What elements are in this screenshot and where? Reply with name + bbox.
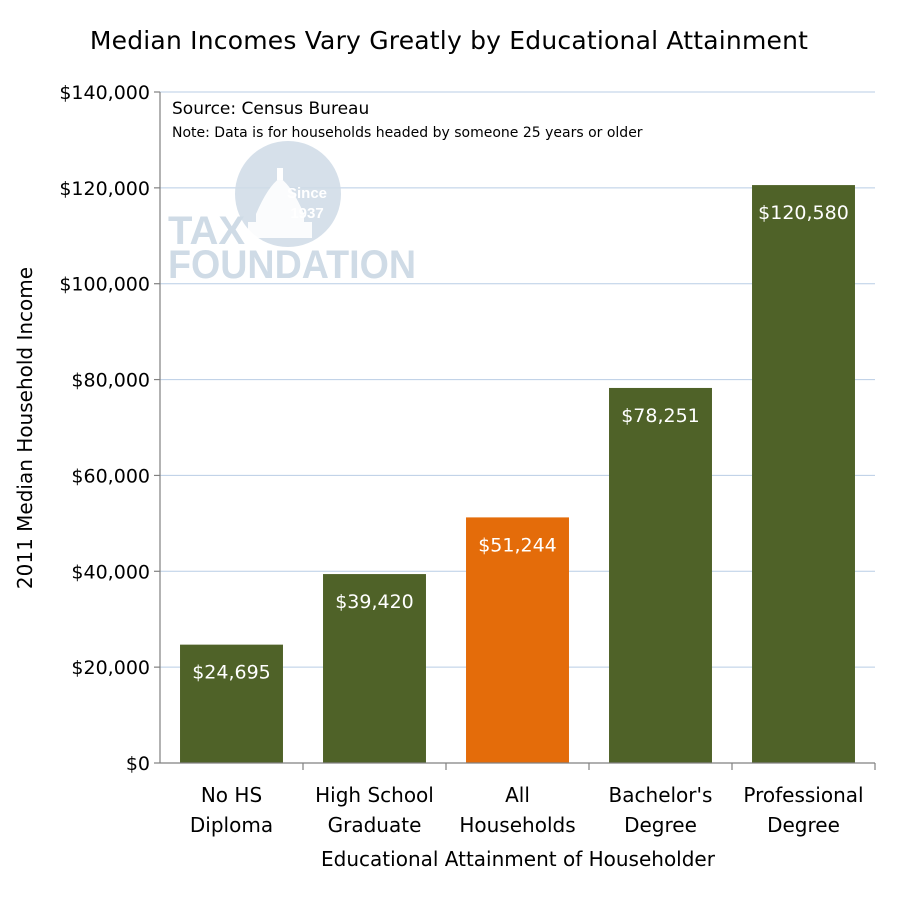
watermark-seal-text-2: 1937 bbox=[290, 205, 323, 222]
bar bbox=[609, 387, 712, 763]
data-note: Note: Data is for households headed by s… bbox=[172, 125, 643, 141]
y-tick-label: $20,000 bbox=[71, 657, 150, 679]
data-label: $78,251 bbox=[621, 405, 700, 427]
category-label: Graduate bbox=[328, 813, 422, 837]
x-axis-labels: No HS Diploma High School Graduate All Househ… bbox=[190, 763, 876, 837]
y-tick-label: $60,000 bbox=[71, 465, 150, 487]
bar bbox=[752, 185, 855, 764]
chart-title: Median Incomes Vary Greatly by Education… bbox=[89, 26, 809, 55]
watermark-text-1: TAX bbox=[168, 209, 245, 253]
data-label: $51,244 bbox=[478, 534, 557, 556]
tax-foundation-logo: Since 1937 TAX FOUNDATION bbox=[168, 141, 416, 287]
capitol-spire-icon bbox=[277, 168, 283, 180]
bars: $24,695 $39,420 $51,244 $78,251 $120,580 bbox=[180, 185, 855, 764]
y-tick-label: $80,000 bbox=[71, 370, 150, 392]
data-label: $39,420 bbox=[335, 591, 414, 613]
category-label: Professional bbox=[743, 783, 863, 807]
y-tick-label: $120,000 bbox=[59, 178, 150, 200]
category-label: Degree bbox=[624, 813, 697, 837]
watermark-text-2: FOUNDATION bbox=[168, 243, 416, 287]
category-label: No HS bbox=[201, 783, 262, 807]
bar bbox=[180, 644, 283, 763]
data-label: $24,695 bbox=[192, 662, 271, 684]
bar bbox=[466, 517, 569, 763]
y-tick-label: $140,000 bbox=[59, 82, 150, 104]
category-label: All bbox=[505, 783, 530, 807]
y-tick-label: $100,000 bbox=[59, 274, 150, 296]
y-axis-ticks: $0 $20,000 $40,000 $60,000 $80,000 $100,000 $1… bbox=[59, 82, 160, 775]
bar bbox=[323, 574, 426, 763]
category-label: Households bbox=[459, 813, 575, 837]
x-axis-label: Educational Attainment of Householder bbox=[321, 847, 716, 871]
capitol-dome-icon bbox=[248, 178, 312, 238]
y-tick-label: $0 bbox=[126, 753, 150, 775]
y-axis-label: 2011 Median Household Income bbox=[13, 267, 37, 589]
watermark-seal-text-1: Since bbox=[287, 185, 327, 202]
category-label: High School bbox=[315, 783, 434, 807]
source-note: Source: Census Bureau bbox=[172, 99, 369, 119]
category-label: Bachelor's bbox=[609, 783, 713, 807]
category-label: Diploma bbox=[190, 813, 273, 837]
category-label: Degree bbox=[767, 813, 840, 837]
y-tick-label: $40,000 bbox=[71, 561, 150, 583]
data-label: $120,580 bbox=[758, 202, 849, 224]
